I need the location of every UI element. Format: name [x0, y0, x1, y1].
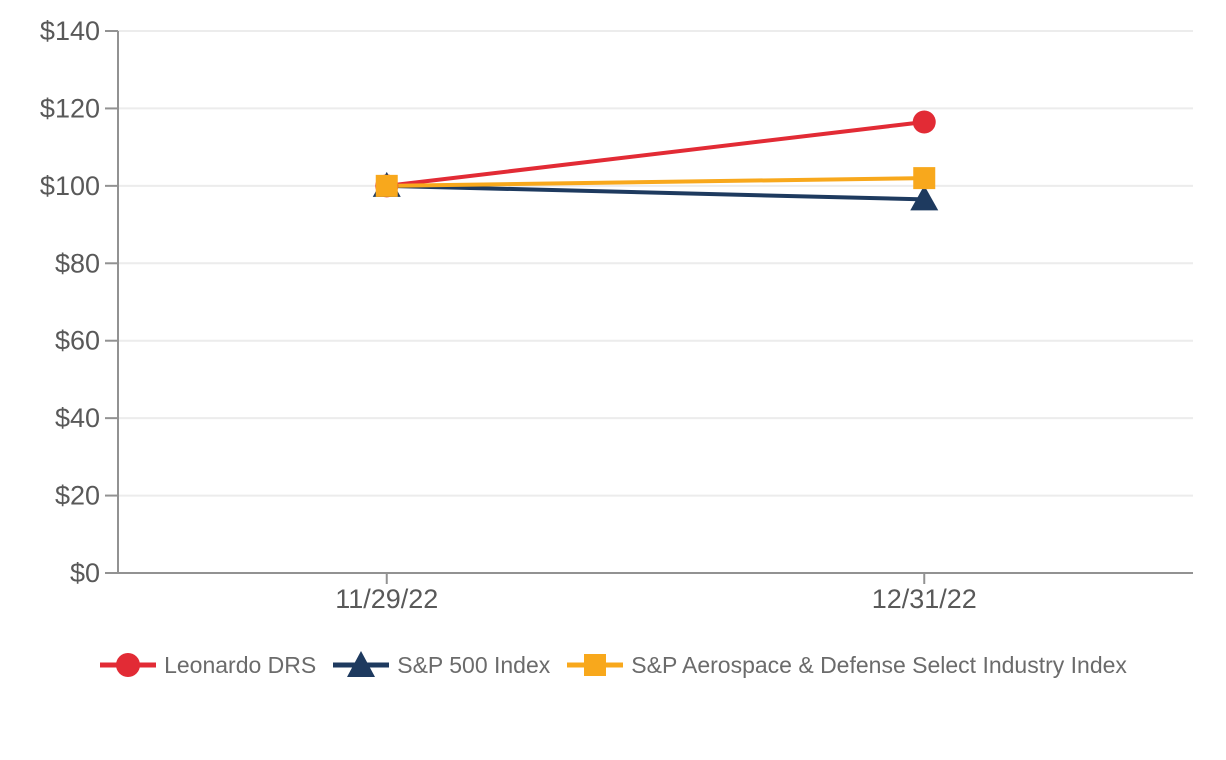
y-tick-label: $40: [55, 403, 100, 433]
y-tick-label: $0: [70, 558, 100, 588]
legend-item-sp-aerospace-defense: S&P Aerospace & Defense Select Industry …: [566, 648, 1127, 682]
y-tick-label: $80: [55, 248, 100, 278]
x-tick-label: 12/31/22: [872, 584, 977, 614]
y-tick-label: $120: [40, 93, 100, 123]
triangle-marker-icon: [333, 651, 390, 677]
square-marker-icon: [567, 654, 624, 676]
legend-label-leonardo-drs: Leonardo DRS: [164, 651, 317, 678]
legend-label-sp500: S&P 500 Index: [397, 651, 551, 678]
legend-item-sp500: S&P 500 Index: [332, 648, 550, 682]
legend-square-marker: [584, 654, 607, 676]
data-point-circle: [912, 110, 936, 134]
legend-label-sp-aerospace-defense: S&P Aerospace & Defense Select Industry …: [631, 651, 1127, 678]
x-tick-label: 11/29/22: [335, 584, 438, 614]
y-tick-label: $140: [40, 16, 100, 46]
y-tick-label: $60: [55, 326, 100, 356]
data-point-square: [913, 167, 936, 190]
chart-legend: Leonardo DRS S&P 500 Index S&P Aerospace…: [0, 648, 1226, 682]
y-tick-label: $20: [55, 481, 100, 511]
data-point-square: [375, 174, 398, 197]
circle-marker-icon: [100, 653, 157, 677]
data-point-triangle: [910, 185, 939, 211]
legend-triangle-marker: [347, 651, 376, 677]
series-line: [386, 183, 925, 202]
y-tick-label: $100: [40, 171, 100, 201]
performance-line-chart: $0 $20 $40 $60 $80 $100 $120 $140 11/29/22 12/31/…: [40, 16, 1193, 614]
series-line: [386, 176, 925, 188]
legend-circle-marker: [116, 653, 141, 677]
legend-item-leonardo-drs: Leonardo DRS: [99, 648, 316, 682]
series-line: [386, 119, 925, 188]
